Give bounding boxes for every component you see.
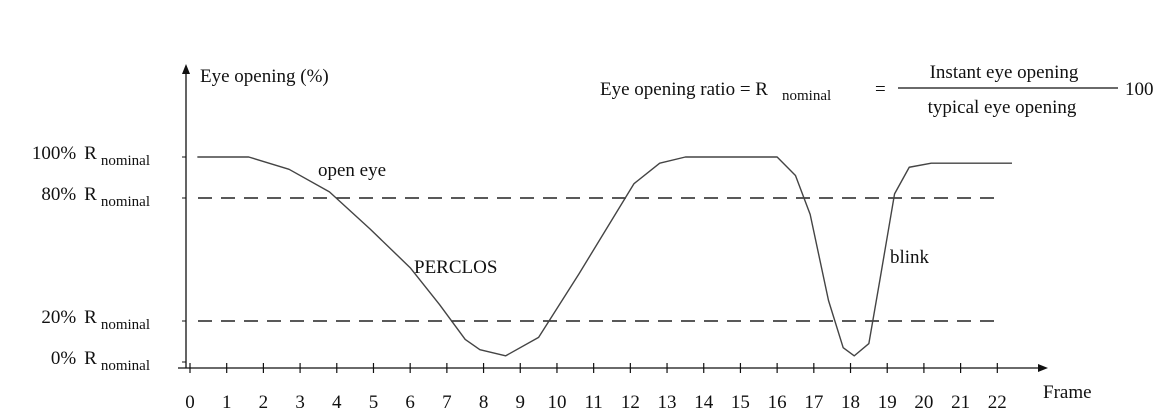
x-tick-label: 20	[914, 392, 933, 413]
formula-left: Eye opening ratio = R	[600, 79, 768, 100]
y-tick-subscript: nominal	[101, 153, 150, 169]
x-tick-label: 15	[731, 392, 750, 413]
y-tick-percent: 20%	[41, 307, 76, 328]
formula-numerator: Instant eye opening	[930, 62, 1079, 83]
y-tick-percent: 80%	[41, 184, 76, 205]
x-tick-label: 9	[516, 392, 526, 413]
x-tick-label: 11	[585, 392, 603, 413]
annotation: PERCLOS	[414, 257, 497, 278]
y-axis-arrow	[182, 64, 190, 74]
y-tick-suffix: R	[84, 184, 97, 205]
x-tick-label: 2	[259, 392, 269, 413]
eye-opening-curve	[197, 156, 1012, 357]
x-tick-label: 3	[295, 392, 305, 413]
annotation: blink	[890, 247, 930, 268]
y-axis-label: Eye opening (%)	[200, 66, 329, 87]
formula-denominator: typical eye opening	[928, 97, 1077, 118]
x-tick-label: 4	[332, 392, 342, 413]
y-tick-suffix: R	[84, 143, 97, 164]
y-tick-subscript: nominal	[101, 317, 150, 333]
x-tick-label: 6	[405, 392, 415, 413]
x-tick-label: 12	[621, 392, 640, 413]
x-tick-label: 1	[222, 392, 232, 413]
formula-subscript: nominal	[782, 88, 831, 104]
x-tick-label: 5	[369, 392, 379, 413]
x-tick-label: 0	[185, 392, 195, 413]
x-axis-arrow	[1038, 364, 1048, 372]
x-tick-label: 13	[658, 392, 677, 413]
formula-equals: =	[875, 79, 886, 100]
x-tick-label: 16	[768, 392, 787, 413]
y-tick-percent: 0%	[51, 348, 77, 369]
x-tick-label: 14	[694, 392, 714, 413]
y-tick-subscript: nominal	[101, 194, 150, 210]
y-tick-percent: 100%	[32, 143, 77, 164]
x-tick-label: 22	[988, 392, 1007, 413]
formula-factor: 100	[1125, 79, 1154, 100]
x-tick-label: 17	[804, 392, 823, 413]
y-tick-subscript: nominal	[101, 358, 150, 374]
annotation: open eye	[318, 160, 386, 181]
x-tick-label: 8	[479, 392, 489, 413]
x-axis-label: Frame	[1043, 382, 1092, 403]
x-tick-label: 7	[442, 392, 452, 413]
y-tick-suffix: R	[84, 307, 97, 328]
x-tick-label: 19	[878, 392, 897, 413]
x-tick-label: 10	[547, 392, 566, 413]
x-tick-label: 21	[951, 392, 970, 413]
y-tick-suffix: R	[84, 348, 97, 369]
x-tick-label: 18	[841, 392, 860, 413]
